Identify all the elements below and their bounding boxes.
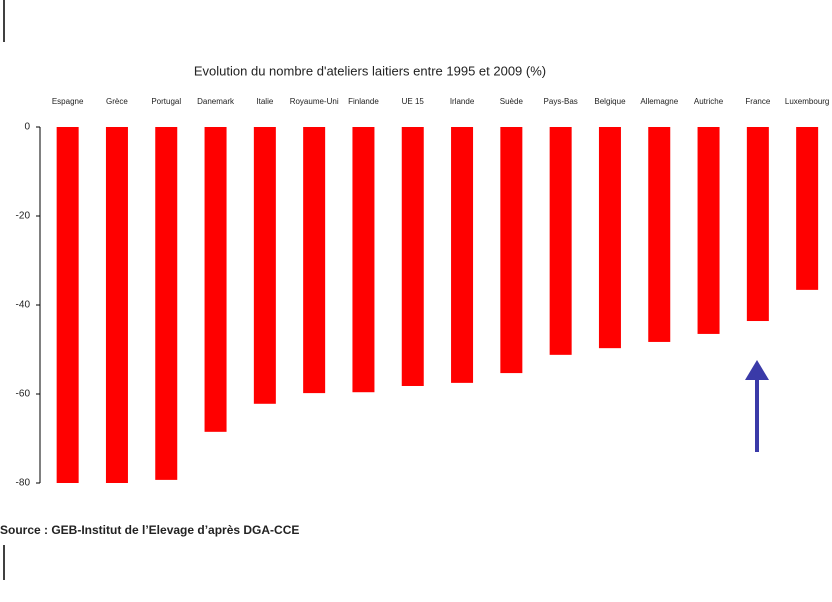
x-tick-label: Allemagne <box>640 97 678 106</box>
x-tick-label: Grèce <box>106 97 128 106</box>
y-tick-label: 0 <box>24 122 30 133</box>
x-tick-label: Danemark <box>197 97 235 106</box>
bar <box>155 127 178 480</box>
x-tick-label: Suède <box>500 97 524 106</box>
y-tick-label: -60 <box>16 389 31 400</box>
x-tick-label: Espagne <box>52 97 84 106</box>
y-tick-label: -80 <box>16 478 31 489</box>
bar <box>796 127 819 290</box>
x-tick-label: Pays-Bas <box>544 97 578 106</box>
bar <box>401 127 424 386</box>
x-tick-label: UE 15 <box>402 97 425 106</box>
bar <box>648 127 671 342</box>
bar <box>105 127 128 483</box>
x-tick-label: France <box>745 97 770 106</box>
x-tick-label: Irlande <box>450 97 475 106</box>
x-tick-label: Royaume-Uni <box>290 97 339 106</box>
x-tick-label: Belgique <box>594 97 626 106</box>
bar <box>697 127 720 334</box>
x-tick-label: Italie <box>256 97 273 106</box>
bar <box>746 127 769 322</box>
arrow <box>745 360 769 452</box>
y-tick-label: -20 <box>16 211 31 222</box>
bar <box>549 127 572 355</box>
bar <box>253 127 276 404</box>
x-tick-label: Finlande <box>348 97 379 106</box>
source: Source : GEB-Institut de l’Elevage d’apr… <box>0 523 299 537</box>
y-tick-label: -40 <box>16 300 31 311</box>
chart-title: Evolution du nombre d'ateliers laitiers … <box>194 63 546 78</box>
bar <box>303 127 326 394</box>
bar <box>598 127 621 349</box>
x-tick-label: Luxembourg <box>785 97 829 106</box>
bar <box>500 127 523 374</box>
bar <box>352 127 375 393</box>
x-tick-label: Autriche <box>694 97 724 106</box>
x-tick-label: Portugal <box>151 97 181 106</box>
bar <box>56 127 79 483</box>
bar <box>204 127 227 432</box>
bar <box>451 127 474 383</box>
